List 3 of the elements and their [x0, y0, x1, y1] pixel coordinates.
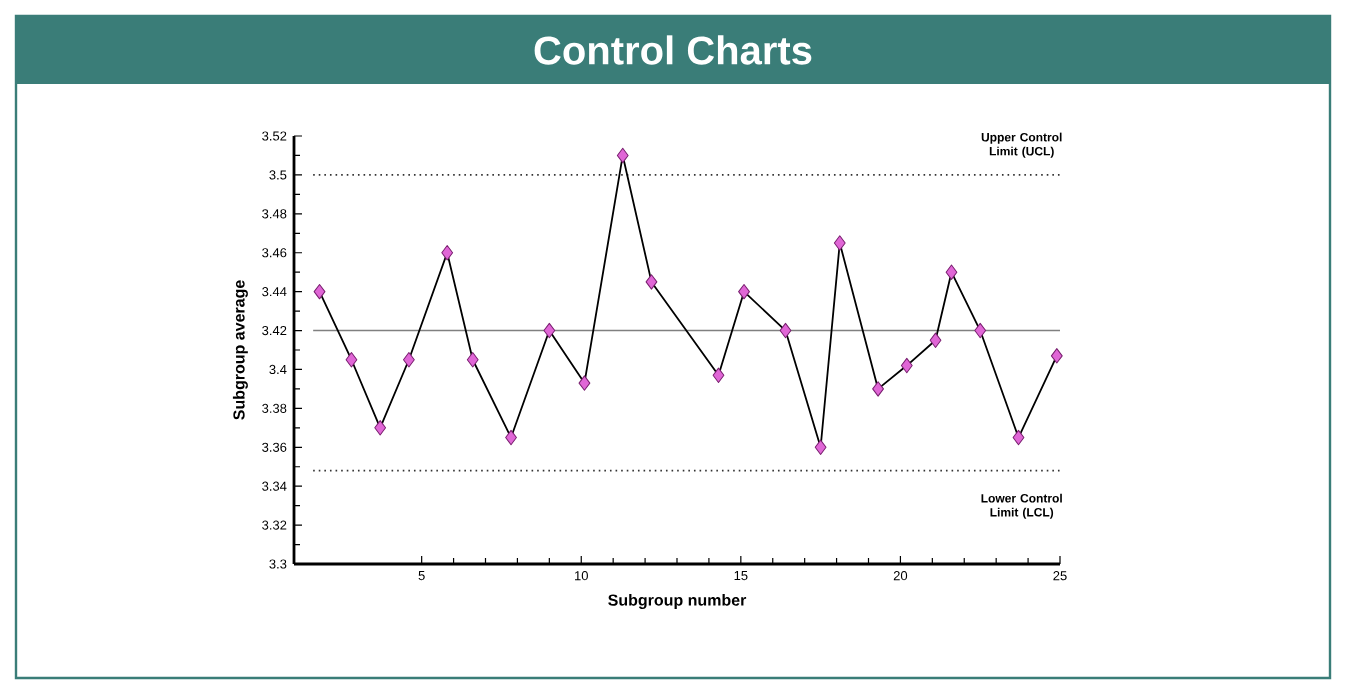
chart-title: Control Charts — [534, 35, 812, 65]
y-axis-title: Subgroup average — [232, 280, 248, 420]
x-axis-title: Subgroup number — [608, 593, 747, 609]
